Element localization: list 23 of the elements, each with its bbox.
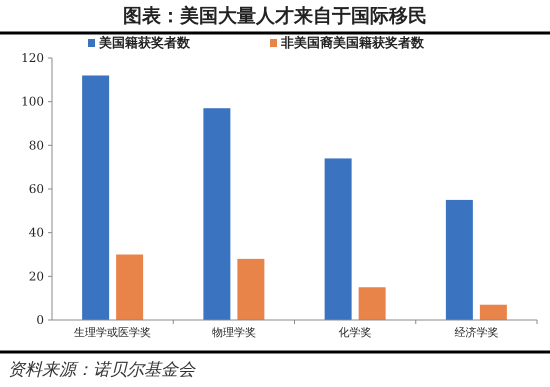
x-tick-label: 生理学或医学奖 [74,326,152,339]
x-tick-label: 物理学奖 [212,326,256,339]
bar [480,304,507,320]
bar [116,254,144,320]
bar [237,258,264,320]
chart-title: 图表：美国大量人才来自于国际移民 [123,5,427,27]
legend-label: 美国籍获奖者数 [98,35,191,51]
bar [446,200,473,320]
y-tick-label: 120 [21,51,44,65]
y-tick-label: 20 [28,269,44,284]
bar [324,158,352,320]
bar [358,287,386,320]
x-tick-label: 化学奖 [338,326,372,339]
y-tick-label: 0 [36,313,44,327]
text: 资料来源：诺贝尔基金会 [8,360,196,380]
y-tick-label: 40 [28,226,44,240]
y-tick-label: 60 [28,182,44,196]
y-tick-label: 80 [28,138,44,152]
legend-label: 非美国裔美国籍获奖者数 [280,35,425,51]
x-tick-label: 经济学奖 [454,326,498,339]
bar [203,108,230,320]
bar [82,75,110,320]
y-tick-label: 100 [21,94,44,109]
